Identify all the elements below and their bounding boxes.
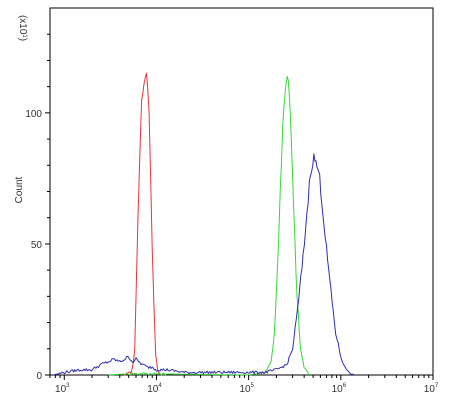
x-tick-label: 106 xyxy=(332,383,347,395)
histogram-series-line xyxy=(108,76,310,376)
x-tick-label: 104 xyxy=(147,383,162,395)
histogram-series-line xyxy=(52,153,355,376)
y-tick-label: 50 xyxy=(31,240,43,251)
x-tick-label-exp: 7 xyxy=(435,383,439,389)
x-tick-label-exp: 5 xyxy=(251,383,255,389)
series-layer xyxy=(52,72,355,376)
y-scale-note: (x101) xyxy=(17,15,28,41)
y-axis-title: Count xyxy=(14,176,25,203)
y-scale-note-exp: 1 xyxy=(21,34,27,38)
y-tick-label: 0 xyxy=(36,371,42,382)
x-tick-label: 103 xyxy=(55,383,70,395)
x-tick-label: 105 xyxy=(239,383,254,395)
plot-frame xyxy=(49,7,434,376)
x-tick-label-base: 10 xyxy=(147,384,159,395)
plot-border xyxy=(49,7,434,376)
x-tick-label-exp: 4 xyxy=(158,383,162,389)
histogram-series-line xyxy=(124,72,161,376)
x-tick-label-exp: 6 xyxy=(343,383,347,389)
x-axis: 103 104 105 106 107 xyxy=(49,375,439,395)
x-tick-label-base: 10 xyxy=(55,384,67,395)
x-tick-label: 107 xyxy=(424,383,439,395)
x-tick-label-base: 10 xyxy=(424,384,436,395)
y-scale-note-base: (x10 xyxy=(17,15,28,35)
y-axis: 0 50 100 xyxy=(25,33,50,382)
y-tick-label: 100 xyxy=(25,109,42,120)
x-tick-label-base: 10 xyxy=(332,384,344,395)
x-tick-label-exp: 3 xyxy=(66,383,70,389)
x-tick-label-base: 10 xyxy=(239,384,251,395)
y-scale-note-close: ) xyxy=(17,38,28,41)
